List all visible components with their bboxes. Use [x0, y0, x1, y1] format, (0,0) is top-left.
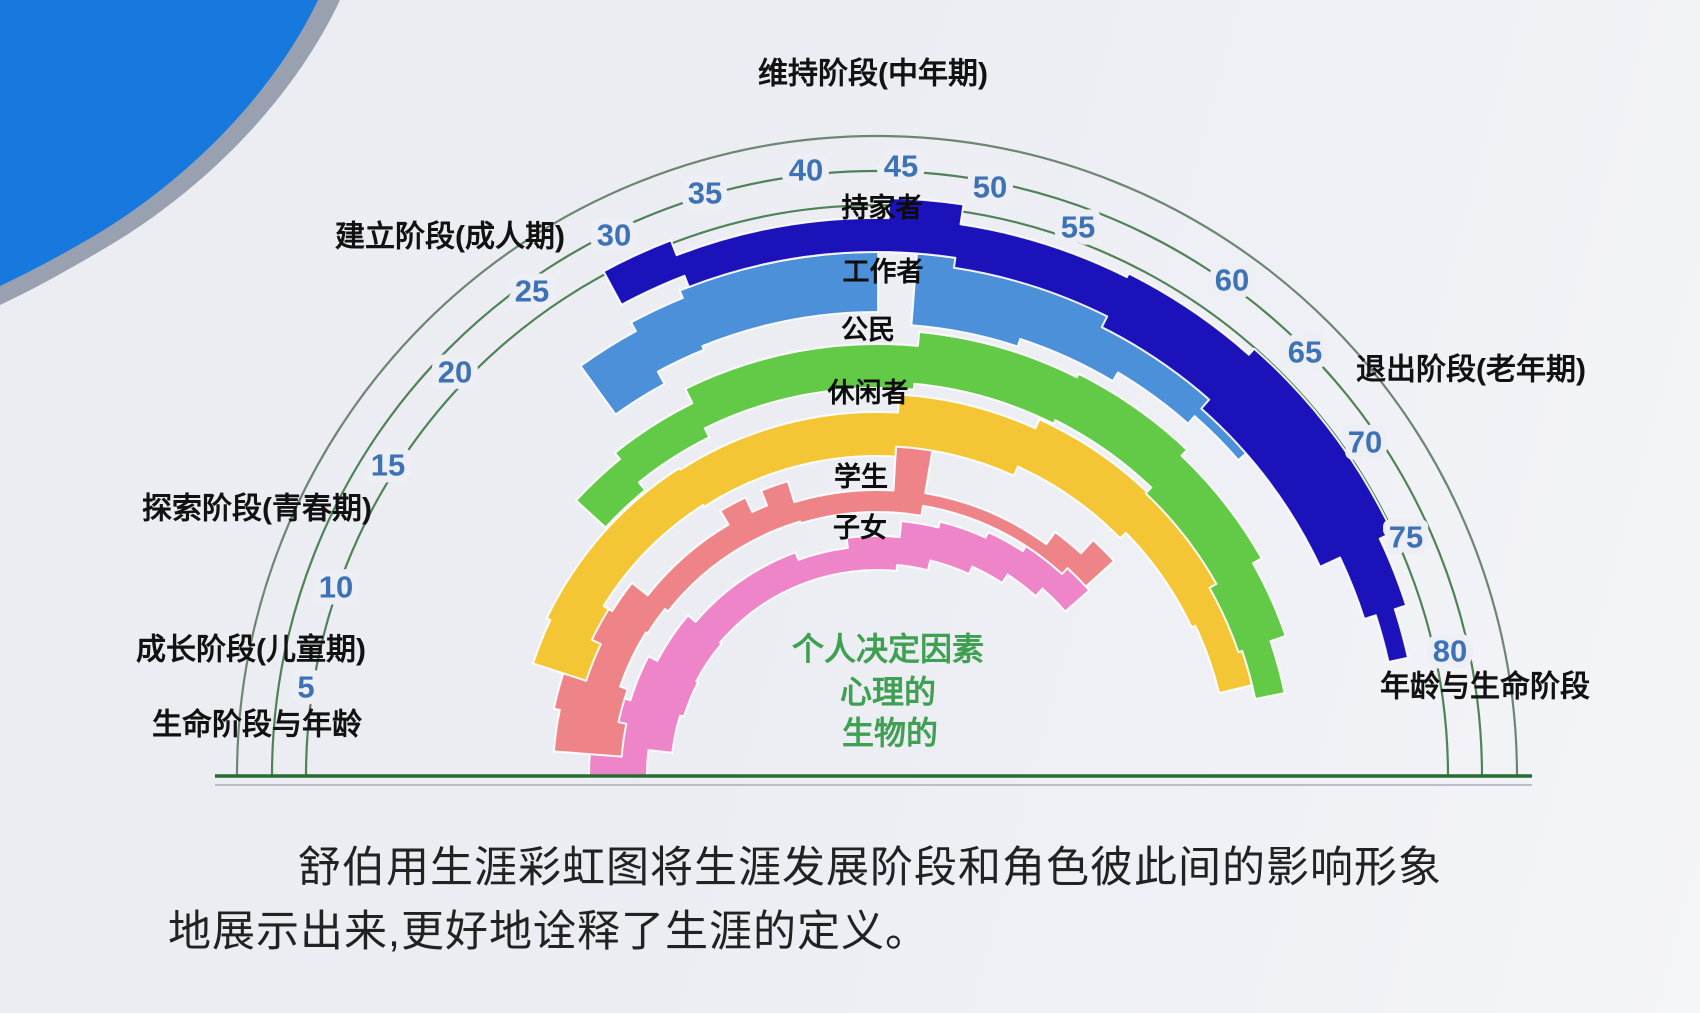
role-label-worker: 工作者 [843, 257, 924, 287]
age-tick-80: 80 [1433, 634, 1467, 669]
baseline [215, 774, 1532, 786]
stage-label-exploration: 探索阶段(青春期) [142, 492, 372, 526]
age-tick-70: 70 [1348, 425, 1382, 460]
age-tick-40: 40 [789, 153, 823, 188]
age-tick-75: 75 [1389, 520, 1423, 555]
role-label-citizen: 公民 [841, 315, 895, 345]
center-text-line-3: 生物的 [842, 715, 938, 751]
band-citizen [575, 331, 1287, 700]
age-tick-55: 55 [1061, 210, 1095, 245]
caption-line-1: 舒伯用生涯彩虹图将生涯发展阶段和角色彼此间的影响形象 [298, 844, 1442, 892]
role-label-child: 子女 [833, 512, 887, 543]
age-tick-30: 30 [597, 218, 631, 253]
caption-line-2: 地展示出来,更好地诠释了生涯的定义。 [168, 908, 929, 956]
band-homemaker [602, 197, 1409, 663]
stage-label-growth: 成长阶段(儿童期) [136, 633, 366, 667]
band-worker [579, 250, 880, 416]
role-label-leisurite: 休闲者 [827, 378, 909, 408]
age-tick-25: 25 [515, 274, 549, 309]
band-student [552, 435, 1115, 758]
stage-label-life-stage-age: 生命阶段与年龄 [152, 708, 363, 742]
age-tick-65: 65 [1288, 335, 1322, 370]
age-tick-20: 20 [438, 355, 472, 390]
age-tick-60: 60 [1215, 263, 1249, 298]
age-tick-5: 5 [297, 670, 314, 705]
age-arc-line [270, 169, 1484, 777]
stage-labels: 维持阶段(中年期) 建立阶段(成人期) 探索阶段(青春期) 成长阶段(儿童期) 生命阶段… [136, 57, 1590, 742]
age-tick-15: 15 [371, 448, 405, 483]
stage-label-age-life-stage: 年龄与生命阶段 [1380, 670, 1590, 704]
stage-label-disengagement: 退出阶段(老年期) [1356, 353, 1586, 387]
age-tick-labels: 5 10 15 20 25 30 35 40 45 50 55 60 65 70 75 80 [290, 142, 1474, 712]
role-label-student: 学生 [834, 461, 888, 492]
age-tick-45: 45 [884, 149, 918, 184]
age-tick-35: 35 [688, 176, 722, 211]
center-text-line-2: 心理的 [840, 674, 936, 710]
age-tick-10: 10 [319, 570, 353, 605]
role-bands [532, 197, 1409, 779]
role-labels: 子女 学生 休闲者 公民 工作者 持家者 [827, 192, 924, 543]
age-tick-50: 50 [973, 170, 1007, 205]
role-label-homemaker: 持家者 [842, 192, 923, 223]
stage-label-establishment: 建立阶段(成人期) [335, 220, 565, 254]
band-leisurite [532, 393, 1254, 695]
stage-label-maintenance: 维持阶段(中年期) [758, 57, 988, 91]
age-arc-line [235, 134, 1519, 777]
corner-decoration-blue [0, 0, 318, 286]
caption: 舒伯用生涯彩虹图将生涯发展阶段和角色彼此间的影响形象 地展示出来,更好地诠释了生… [168, 836, 1588, 964]
center-text-line-1: 个人决定因素 [792, 631, 984, 667]
